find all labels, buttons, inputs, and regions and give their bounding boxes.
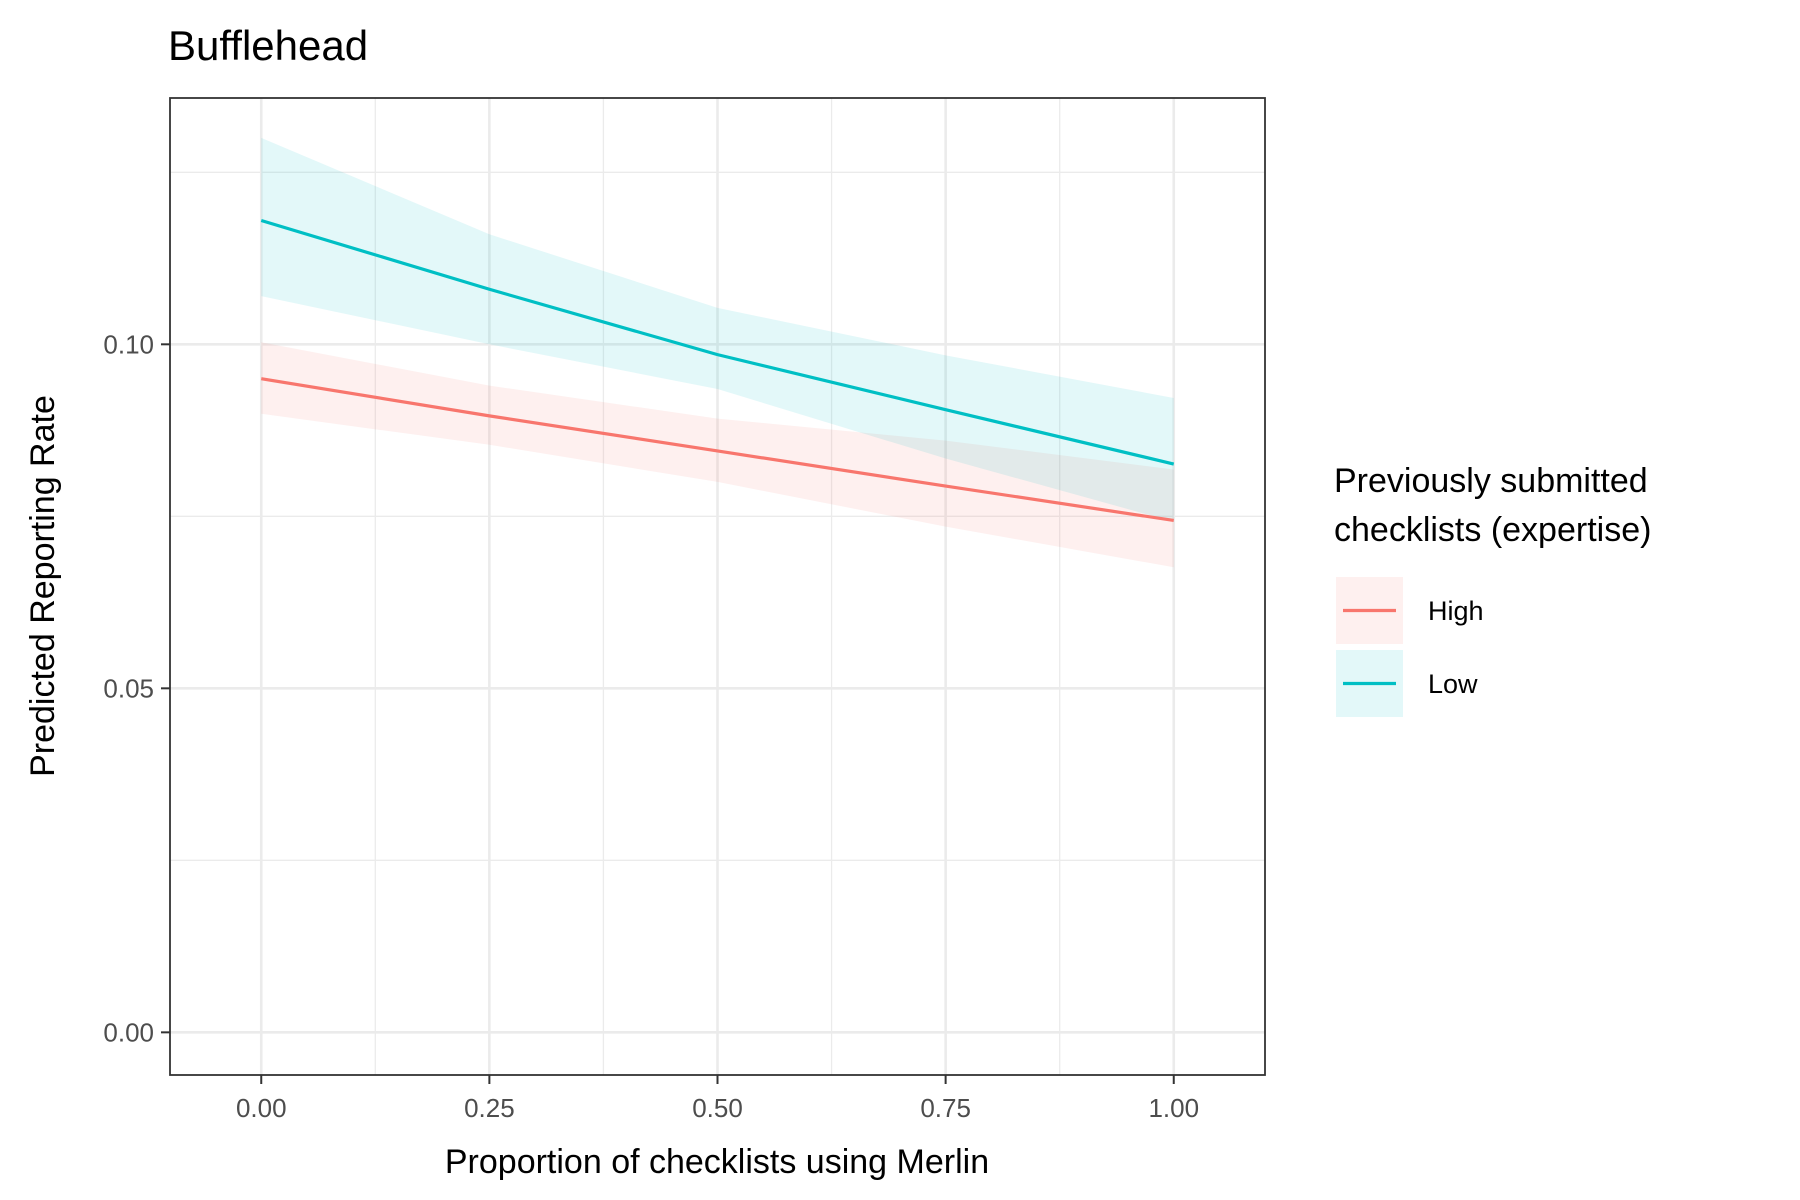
x-axis-title: Proportion of checklists using Merlin <box>445 1143 989 1181</box>
series-lines <box>260 218 1175 523</box>
legend: Previously submitted checklists (experti… <box>1334 462 1651 717</box>
gridlines <box>170 98 1265 1075</box>
y-tick-label: 0.05 <box>103 673 154 703</box>
legend-keys: High Low <box>1336 577 1484 717</box>
confidence-ribbons <box>261 137 1174 568</box>
y-tick-label: 0.10 <box>103 329 154 359</box>
y-axis-title: Predicted Reporting Rate <box>24 395 62 777</box>
confidence-band-low <box>261 137 1174 522</box>
x-tick-label: 0.25 <box>464 1093 515 1123</box>
x-axis: 0.00 0.25 0.50 0.75 1.00 <box>236 1075 1199 1123</box>
y-tick-label: 0.00 <box>103 1017 154 1047</box>
confidence-band-high <box>261 342 1174 568</box>
series-line-low <box>260 218 1175 466</box>
series-line-high <box>260 377 1174 523</box>
x-tick-label: 1.00 <box>1148 1093 1199 1123</box>
x-tick-label: 0.00 <box>236 1093 287 1123</box>
x-tick-label: 0.75 <box>920 1093 971 1123</box>
legend-label-high: High <box>1428 596 1484 626</box>
legend-title-line-2: checklists (expertise) <box>1334 511 1651 549</box>
chart-title: Bufflehead <box>168 22 368 69</box>
legend-label-low: Low <box>1428 669 1478 699</box>
y-axis: 0.00 0.05 0.10 <box>103 329 170 1047</box>
legend-title-line-1: Previously submitted <box>1334 462 1648 500</box>
x-tick-label: 0.50 <box>692 1093 743 1123</box>
